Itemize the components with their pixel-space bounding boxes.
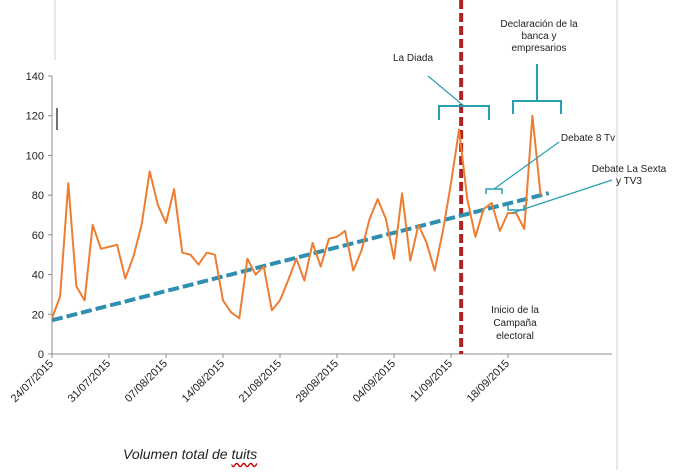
annotation-debate-8tv: Debate 8 Tv — [561, 133, 615, 144]
trendline — [51, 191, 550, 323]
y-tick-label: 100 — [26, 150, 44, 162]
diada-leader — [427, 75, 465, 107]
series-line — [51, 114, 542, 320]
x-tick-label: 31/07/2015 — [66, 358, 113, 405]
x-tick-label: 21/08/2015 — [237, 358, 284, 405]
x-tick-label: 07/08/2015 — [123, 358, 170, 405]
y-tick-label: 40 — [32, 270, 44, 282]
annotation-debate-sexta-tv3: Debate La Sexta y TV3 — [592, 164, 667, 187]
debate8-leader — [493, 141, 560, 190]
diada-bracket — [438, 105, 490, 120]
banca-bracket — [512, 100, 562, 114]
y-tick-label: 120 — [26, 111, 44, 123]
x-tick-label: 04/09/2015 — [351, 358, 398, 405]
sexta-leader — [511, 179, 613, 214]
chart-caption: Volumen total de tuits — [123, 446, 257, 462]
annotation-banca: Declaración de la banca y empresarios — [500, 19, 578, 54]
y-tick-label: 20 — [32, 309, 44, 321]
debate8-bracket — [485, 188, 503, 194]
sexta-bracket — [507, 205, 525, 211]
y-tick-label: 80 — [32, 190, 44, 202]
y-tick-label: 140 — [26, 71, 44, 83]
annotation-diada: La Diada — [393, 53, 433, 64]
caption-emphasis: tuits — [231, 446, 258, 462]
x-tick-label: 18/09/2015 — [465, 358, 512, 405]
x-tick-label: 28/08/2015 — [294, 358, 341, 405]
x-tick-label: 24/07/2015 — [9, 358, 56, 405]
x-tick-label: 14/08/2015 — [180, 358, 227, 405]
x-tick-label: 11/09/2015 — [408, 358, 455, 405]
y-tick-label: 60 — [32, 230, 44, 242]
caption-prefix: Volumen total de — [123, 446, 232, 462]
y-tick-label: 0 — [38, 349, 44, 361]
campaign-start-label: Inicio de la Campaña electoral — [491, 305, 539, 342]
